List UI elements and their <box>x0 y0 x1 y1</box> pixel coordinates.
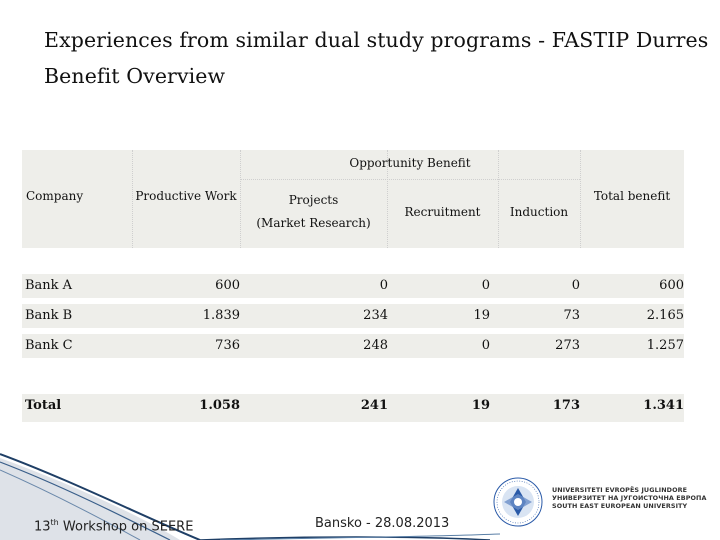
table-row: Bank A 600 0 0 0 600 <box>22 274 684 298</box>
cell-projects: 248 <box>363 338 388 353</box>
university-name: UNIVERSITETI EVROPËS JUGLINDORE УНИВЕРЗИ… <box>552 486 707 510</box>
cell-projects: 234 <box>363 308 388 323</box>
cell-induction: 0 <box>571 278 580 293</box>
cell-induction: 273 <box>555 338 580 353</box>
cell-company: Bank C <box>25 338 73 353</box>
header-total-benefit: Total benefit <box>593 189 671 203</box>
cell-recruitment: 0 <box>481 338 490 353</box>
cell-productive: 736 <box>215 338 240 353</box>
cell-productive: 1.839 <box>202 308 240 323</box>
footer-decoration <box>0 453 501 540</box>
benefit-table: Opportunity Benefit Company Productive W… <box>22 150 684 248</box>
cell-total: 600 <box>659 278 684 293</box>
cell-recruitment: 0 <box>481 278 490 293</box>
header-recruitment: Recruitment <box>404 205 481 219</box>
footer-workshop: 13th Workshop on SEERE <box>34 518 194 535</box>
cell-total: 2.165 <box>646 308 684 323</box>
footer-place-date: Bansko - 28.08.2013 <box>315 516 450 531</box>
table-row: Bank C 736 248 0 273 1.257 <box>22 334 684 358</box>
table-row: Bank B 1.839 234 19 73 2.165 <box>22 304 684 328</box>
table-header: Opportunity Benefit Company Productive W… <box>22 150 684 248</box>
cell-induction: 173 <box>552 398 580 413</box>
cell-projects: 241 <box>360 398 388 413</box>
slide-subtitle: Benefit Overview <box>44 64 226 88</box>
header-induction: Induction <box>509 205 569 219</box>
cell-total: 1.257 <box>646 338 684 353</box>
table-total-row: Total 1.058 241 19 173 1.341 <box>22 394 684 422</box>
header-productive-work: Productive Work <box>135 189 237 203</box>
header-company: Company <box>26 189 84 203</box>
university-logo-icon <box>493 477 543 527</box>
cell-total: 1.341 <box>643 398 684 413</box>
slide-title: Experiences from similar dual study prog… <box>44 28 709 52</box>
cell-company: Total <box>25 398 62 413</box>
cell-company: Bank B <box>25 308 73 323</box>
cell-projects: 0 <box>379 278 388 293</box>
header-market-research: (Market Research) <box>256 216 371 230</box>
cell-productive: 600 <box>215 278 240 293</box>
cell-recruitment: 19 <box>473 308 490 323</box>
cell-induction: 73 <box>563 308 580 323</box>
cell-company: Bank A <box>25 278 73 293</box>
header-opportunity-benefit: Opportunity Benefit <box>349 156 471 170</box>
header-projects: Projects <box>288 193 339 207</box>
cell-productive: 1.058 <box>199 398 240 413</box>
cell-recruitment: 19 <box>471 398 490 413</box>
